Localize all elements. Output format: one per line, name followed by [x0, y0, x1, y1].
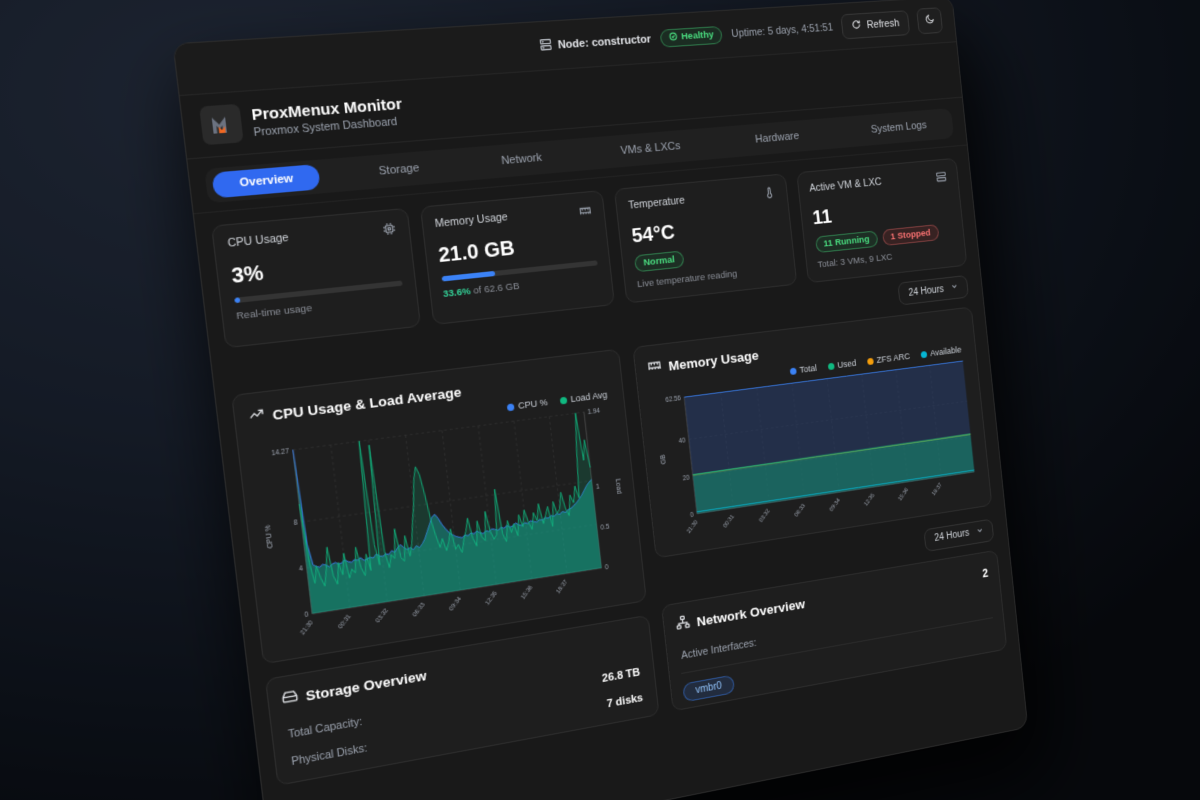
svg-text:18:37: 18:37	[555, 578, 570, 595]
trending-up-icon	[247, 405, 266, 428]
memory-chart-card: Memory Usage Total Used ZFS ARC Availabl…	[632, 306, 993, 559]
svg-text:09:34: 09:34	[448, 595, 463, 612]
svg-text:03:32: 03:32	[374, 607, 390, 624]
svg-text:06:33: 06:33	[793, 502, 807, 518]
chevron-down-icon	[976, 525, 985, 537]
svg-text:09:34: 09:34	[828, 497, 842, 513]
hard-drive-icon	[281, 687, 300, 711]
moon-icon	[924, 13, 936, 28]
time-range-dropdown[interactable]: 24 Hours	[897, 274, 969, 306]
svg-text:15:36: 15:36	[520, 584, 535, 601]
check-circle-icon	[668, 31, 678, 43]
svg-text:00:31: 00:31	[722, 513, 736, 529]
memory-chart: 0 20 40 62.56 21:30 00:31 03:32 06:33 09:34 12:35…	[660, 355, 980, 535]
network-interfaces-count: 2	[981, 566, 989, 580]
svg-text:20: 20	[682, 474, 690, 482]
svg-text:12:35: 12:35	[484, 589, 499, 606]
svg-text:18:37: 18:37	[931, 481, 944, 497]
dashboard-window: Node: constructor Healthy Uptime: 5 days…	[172, 0, 1029, 800]
vm-card-title: Active VM & LXC	[808, 176, 883, 195]
temperature-card-title: Temperature	[627, 194, 686, 212]
svg-text:1: 1	[596, 484, 601, 491]
tab-vms-lxcs[interactable]: VMs & LXCs	[619, 140, 682, 158]
chevron-down-icon	[950, 282, 959, 294]
tab-network[interactable]: Network	[500, 151, 543, 168]
cpu-usage-card: CPU Usage 3% Real-time usage	[211, 207, 421, 349]
refresh-icon	[851, 18, 862, 32]
health-badge: Healthy	[659, 25, 724, 48]
svg-text:21:30: 21:30	[299, 619, 315, 637]
tab-storage[interactable]: Storage	[378, 161, 420, 178]
tab-overview[interactable]: Overview	[211, 163, 321, 199]
svg-text:40: 40	[678, 437, 686, 445]
memory-chart-title: Memory Usage	[667, 347, 760, 374]
cpu-load-chart-card: CPU Usage & Load Average CPU % Load Avg …	[231, 348, 647, 665]
interface-badge-vmbr0[interactable]: vmbr0	[682, 674, 735, 702]
tab-system-logs[interactable]: System Logs	[870, 119, 928, 136]
svg-text:0: 0	[690, 512, 694, 519]
temperature-status-badge: Normal	[633, 250, 685, 273]
svg-text:GB: GB	[660, 454, 668, 465]
svg-text:0: 0	[304, 611, 309, 619]
vm-stopped-badge: 1 Stopped	[881, 224, 940, 247]
network-icon	[675, 614, 691, 636]
node-label: Node: constructor	[557, 32, 652, 51]
temperature-card: Temperature 54°C Normal Live temperature…	[613, 173, 797, 304]
svg-text:62.56: 62.56	[665, 395, 681, 404]
network-time-range-dropdown[interactable]: 24 Hours	[923, 518, 995, 552]
active-vm-lxc-card: Active VM & LXC 11 11 Running 1 Stopped …	[795, 157, 968, 284]
thermometer-icon	[762, 186, 776, 205]
svg-text:21:30: 21:30	[686, 518, 700, 534]
svg-text:06:33: 06:33	[411, 601, 427, 618]
cpu-icon	[381, 222, 397, 242]
svg-text:8: 8	[293, 520, 298, 528]
svg-text:15:36: 15:36	[897, 486, 910, 502]
cpu-card-title: CPU Usage	[227, 231, 290, 250]
svg-text:Load: Load	[613, 479, 621, 495]
svg-text:4: 4	[299, 566, 304, 574]
theme-toggle-button[interactable]	[916, 7, 944, 35]
svg-text:00:31: 00:31	[337, 613, 353, 630]
tab-hardware[interactable]: Hardware	[754, 130, 800, 146]
vm-running-badge: 11 Running	[814, 230, 879, 254]
svg-text:0: 0	[605, 564, 610, 571]
refresh-button[interactable]: Refresh	[840, 9, 911, 39]
cpu-load-chart: 0 4 8 14.27 21:30 00:31 03:32 06:33 09:34 12:35 15…	[265, 407, 622, 637]
memory-usage-card: Memory Usage 21.0 GB 33.6% of 62.6 GB	[419, 190, 615, 326]
svg-text:1.94: 1.94	[587, 407, 600, 415]
svg-text:CPU %: CPU %	[265, 524, 275, 549]
node-indicator: Node: constructor	[538, 31, 652, 54]
svg-text:12:35: 12:35	[863, 492, 876, 508]
server-stack-icon	[935, 170, 948, 188]
memory-icon	[578, 203, 593, 222]
server-icon	[538, 37, 553, 54]
uptime-text: Uptime: 5 days, 4:51:51	[730, 21, 834, 40]
memory-card-title: Memory Usage	[434, 211, 509, 231]
svg-text:03:32: 03:32	[758, 507, 772, 523]
proxmenux-logo	[199, 103, 244, 146]
memory-icon	[646, 357, 663, 379]
svg-text:0.5: 0.5	[600, 523, 610, 531]
svg-text:14.27: 14.27	[271, 447, 290, 457]
